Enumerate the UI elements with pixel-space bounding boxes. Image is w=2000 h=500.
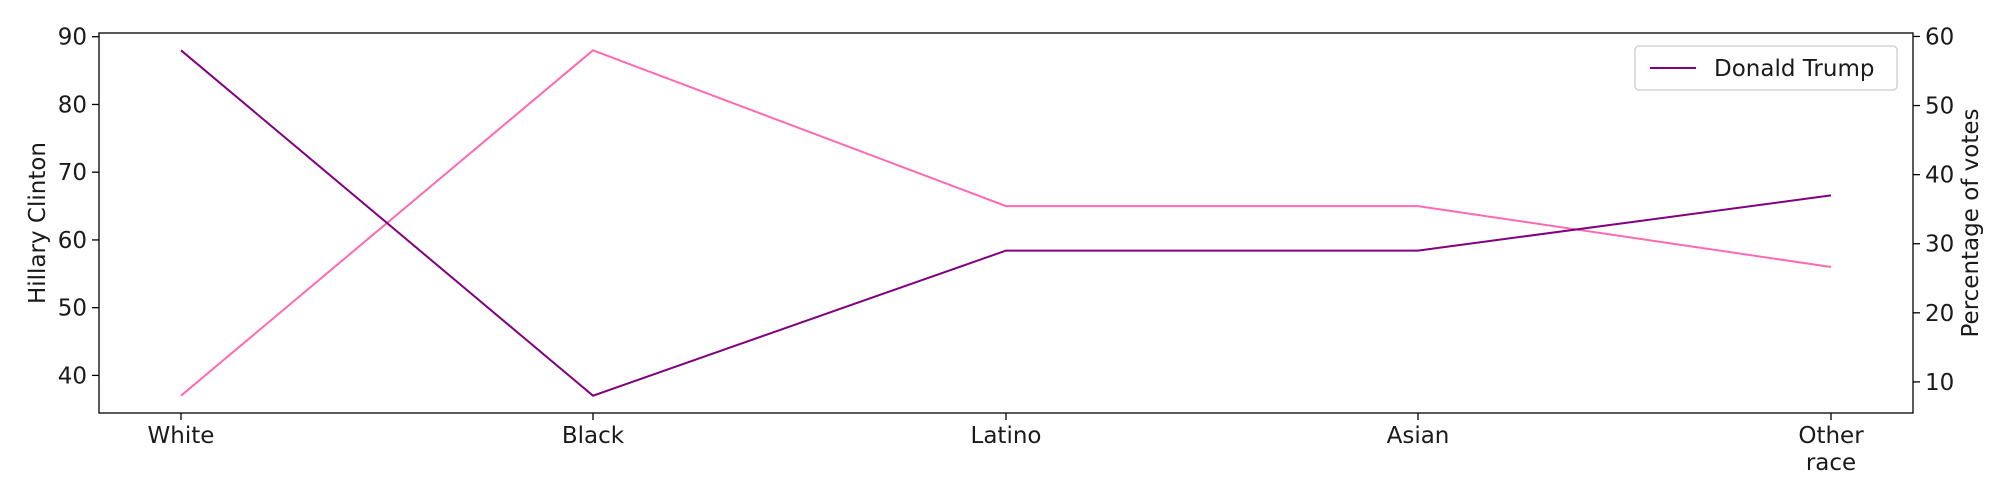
series-line-0 bbox=[180, 49, 1832, 397]
left-y-axis-label: Hillary Clinton bbox=[25, 142, 51, 304]
x-axis: White Black Latino Asian Other race bbox=[148, 413, 1864, 476]
left-y-axis: 40 50 60 70 80 90 bbox=[58, 25, 99, 389]
legend-label: Donald Trump bbox=[1714, 56, 1874, 82]
x-tick-label: Asian bbox=[1387, 423, 1450, 449]
left-y-tick-label: 80 bbox=[58, 92, 87, 118]
x-tick-label: Latino bbox=[971, 423, 1042, 449]
right-y-tick-label: 50 bbox=[1925, 94, 1954, 120]
series-line-1 bbox=[180, 49, 1832, 397]
series-layer bbox=[180, 49, 1832, 397]
right-y-tick-label: 10 bbox=[1925, 370, 1954, 396]
right-y-tick-label: 20 bbox=[1925, 301, 1954, 327]
left-y-tick-label: 40 bbox=[58, 363, 87, 389]
left-y-tick-label: 50 bbox=[58, 296, 87, 322]
right-y-axis: 10 20 30 40 50 60 bbox=[1913, 24, 1954, 396]
right-y-axis-label: Percentage of votes bbox=[1958, 108, 1984, 337]
x-tick-label: Other race bbox=[1798, 423, 1864, 476]
x-tick-label: Black bbox=[562, 423, 625, 449]
legend: Donald Trump bbox=[1634, 45, 1898, 91]
right-y-tick-label: 30 bbox=[1925, 232, 1954, 258]
legend-box bbox=[1634, 45, 1898, 91]
left-y-tick-label: 60 bbox=[58, 228, 87, 254]
x-tick-label: White bbox=[148, 423, 215, 449]
right-y-tick-label: 60 bbox=[1925, 24, 1954, 50]
right-y-tick-label: 40 bbox=[1925, 163, 1954, 189]
left-y-tick-label: 70 bbox=[58, 160, 87, 186]
left-y-tick-label: 90 bbox=[58, 25, 87, 51]
